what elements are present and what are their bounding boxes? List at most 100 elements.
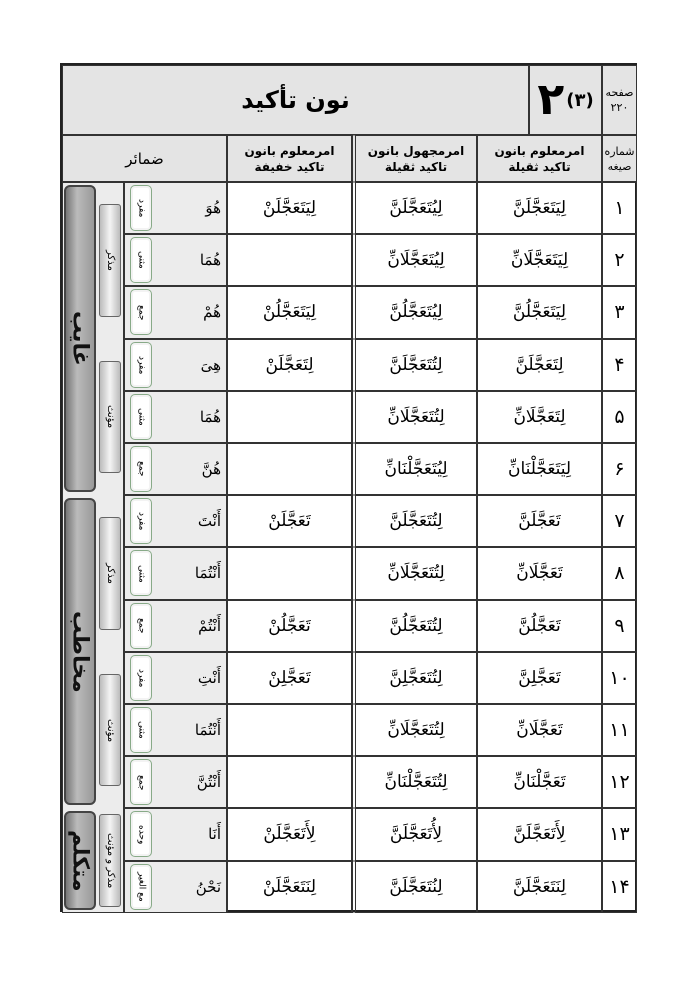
amr-maloom-khafifa-cell: لِيَتَعَجَّلَنْ (227, 182, 352, 235)
row-number: ۷ (602, 495, 637, 548)
pronoun: نَحْنُ (195, 877, 221, 896)
amr-majhool-thaqila-cell: لِنُتَعَجَّلَنَّ (352, 860, 477, 913)
gender-label: مذکر (99, 517, 121, 630)
amr-maloom-thaqila-cell: تَعَجَّلَانِّ (477, 704, 602, 757)
pronoun-cell: هُمَا مثنی (124, 390, 227, 443)
pronoun-cell: أَنْتُمْ جمع (124, 599, 227, 652)
pronoun: هُنَّ (201, 460, 221, 479)
pronoun-cell: هُمْ جمع (124, 286, 227, 339)
gender-label: مؤنث (99, 673, 121, 787)
amr-maloom-khafifa-cell: لِنَتَعَجَّلَنْ (227, 860, 352, 913)
number-label-badge: جمع (130, 446, 152, 493)
pronoun: أَنْتِ (197, 668, 221, 687)
number-label-badge: جمع (130, 602, 152, 649)
pronoun: هُمَا (199, 407, 221, 426)
row-number: ۲ (602, 234, 637, 287)
amr-maloom-khafifa-cell (227, 547, 352, 600)
person-label: متکلم (64, 811, 96, 910)
amr-maloom-thaqila-cell: تَعَجَّلَانِّ (477, 547, 602, 600)
gender-label: مذکر (99, 204, 121, 317)
amr-maloom-thaqila-cell: لِتَعَجَّلَنَّ (477, 338, 602, 391)
number-label-badge: مثنی (130, 237, 152, 284)
amr-majhool-thaqila-cell: لِتُتَعَجَّلَنَّ (352, 338, 477, 391)
pronoun-cell: أَنْتُنَّ جمع (124, 756, 227, 809)
number-label-badge: جمع (130, 759, 152, 806)
col-number: شماره صیغه (602, 135, 637, 182)
pronoun-cell: هُوَ مفرد (124, 182, 227, 235)
pronoun-cell: أَنْتُمَا مثنی (124, 704, 227, 757)
amr-majhool-thaqila-cell: لِيُتَعَجَّلَانِّ (352, 234, 477, 287)
amr-maloom-khafifa-cell: تَعَجَّلَنْ (227, 495, 352, 548)
pronoun-cell: أَنْتَ مفرد (124, 495, 227, 548)
row-number: ۳ (602, 286, 637, 339)
amr-majhool-thaqila-cell: لِيُتَعَجَّلْنَانِّ (352, 443, 477, 496)
lesson-number: ۲ (537, 74, 565, 125)
sub-number: (۳) (566, 89, 594, 111)
row-number: ۱۱ (602, 704, 637, 757)
amr-majhool-thaqila-cell: لِتُتَعَجَّلِنَّ (352, 651, 477, 704)
amr-maloom-khafifa-cell: لِأَتَعَجَّلَنْ (227, 808, 352, 861)
number-label-badge: جمع (130, 289, 152, 336)
row-number: ۴ (602, 338, 637, 391)
amr-maloom-thaqila-cell: تَعَجَّلَنَّ (477, 495, 602, 548)
col-amr-maloom-thaqila: امرمعلوم بانون تاکید ثقیلة (477, 135, 602, 182)
pronoun-cell: أَنَا وحده (124, 808, 227, 861)
amr-maloom-khafifa-cell: لِتَعَجَّلَنْ (227, 338, 352, 391)
amr-majhool-thaqila-cell: لِتُتَعَجَّلَانِّ (352, 704, 477, 757)
amr-majhool-thaqila-cell: لِيُتَعَجَّلَنَّ (352, 182, 477, 235)
row-number: ۱۳ (602, 808, 637, 861)
pronoun-cell: هِیَ مفرد (124, 338, 227, 391)
pronoun-cell: نَحْنُ مع الغیر (124, 860, 227, 913)
pronoun: أَنْتُمَا (194, 721, 221, 740)
title-cell: نون تأکید (62, 65, 529, 135)
pronoun: أَنَا (208, 825, 221, 844)
person-label: مخاطب (64, 498, 96, 806)
amr-majhool-thaqila-cell: لِتُتَعَجَّلَانِّ (352, 547, 477, 600)
row-number: ۱۰ (602, 651, 637, 704)
amr-maloom-thaqila-cell: لِيَتَعَجَّلُنَّ (477, 286, 602, 339)
row-number: ۶ (602, 443, 637, 496)
pronoun: هُمْ (203, 303, 221, 322)
pronoun-cell: هُنَّ جمع (124, 443, 227, 496)
number-label-badge: مثنی (130, 393, 152, 440)
row-number: ۹ (602, 599, 637, 652)
amr-maloom-khafifa-cell (227, 756, 352, 809)
col-pronouns: ضمائر (62, 135, 227, 182)
gender-label: مؤنث (99, 360, 121, 474)
pronoun: هُمَا (199, 251, 221, 270)
amr-majhool-thaqila-cell: لِتُتَعَجَّلْنَانِّ (352, 756, 477, 809)
number-label-badge: مفرد (130, 185, 152, 232)
amr-maloom-thaqila-cell: لِيَتَعَجَّلَنَّ (477, 182, 602, 235)
pronoun: أَنْتُنَّ (196, 773, 221, 792)
number-label-badge: مفرد (130, 341, 152, 388)
amr-maloom-khafifa-cell (227, 234, 352, 287)
person-label: غایب (64, 185, 96, 493)
pronoun-cell: أَنْتِ مفرد (124, 651, 227, 704)
amr-maloom-khafifa-cell: لِيَتَعَجَّلُنْ (227, 286, 352, 339)
amr-maloom-thaqila-cell: لِتَعَجَّلَانِّ (477, 390, 602, 443)
amr-maloom-thaqila-cell: لِيَتَعَجَّلَانِّ (477, 234, 602, 287)
row-number: ۱۲ (602, 756, 637, 809)
pronoun: أَنْتَ (197, 512, 221, 531)
amr-maloom-khafifa-cell: تَعَجَّلُنْ (227, 599, 352, 652)
amr-maloom-thaqila-cell: لِيَتَعَجَّلْنَانِّ (477, 443, 602, 496)
pronoun: أَنْتُمْ (198, 616, 221, 635)
pronoun: هُوَ (205, 199, 221, 218)
col-amr-maloom-khafifa: امرمعلوم بانون تاکید خفیفة (227, 135, 352, 182)
col-amr-majhool-thaqila: امرمجهول بانون تاکید ثقیلة (352, 135, 477, 182)
pronoun: أَنْتُمَا (194, 564, 221, 583)
gender-label: مذکر و مؤنث (99, 814, 121, 907)
page-title: نون تأکید (241, 86, 350, 114)
pronoun: هِیَ (200, 355, 221, 374)
amr-maloom-khafifa-cell (227, 443, 352, 496)
pronoun-cell: أَنْتُمَا مثنی (124, 547, 227, 600)
page-cell: صفحه ۲۲۰ (602, 65, 637, 135)
conjugation-table: نون تأکید (۳) ۲ صفحه ۲۲۰ شماره صیغه امرمعل… (60, 63, 637, 913)
amr-maloom-thaqila-cell: تَعَجَّلْنَانِّ (477, 756, 602, 809)
pronoun-cell: هُمَا مثنی (124, 234, 227, 287)
number-label-badge: مفرد (130, 498, 152, 545)
amr-majhool-thaqila-cell: لِيُتَعَجَّلُنَّ (352, 286, 477, 339)
number-label-badge: مفرد (130, 654, 152, 701)
lesson-number-cell: (۳) ۲ (529, 65, 602, 135)
amr-majhool-thaqila-cell: لِتُتَعَجَّلَانِّ (352, 390, 477, 443)
